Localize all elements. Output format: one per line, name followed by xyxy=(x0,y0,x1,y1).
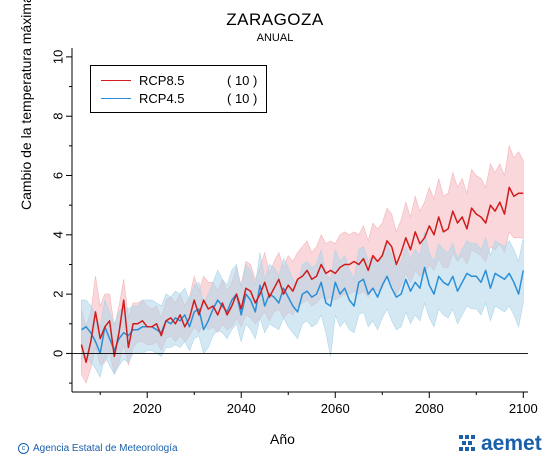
y-axis-label: Cambio de la temperatura máxima (ºC) xyxy=(18,0,34,210)
y-tick-label: 6 xyxy=(51,172,66,179)
x-axis-label: Año xyxy=(270,431,295,447)
copyright-icon: c xyxy=(18,443,29,454)
credit-label: Agencia Estatal de Meteorología xyxy=(33,443,178,454)
legend: RCP8.5 ( 10 ) RCP4.5 ( 10 ) xyxy=(90,65,267,113)
credit-text: c Agencia Estatal de Meteorología xyxy=(18,443,178,454)
x-tick-label: 2040 xyxy=(227,401,256,416)
legend-item-rcp45: RCP4.5 ( 10 ) xyxy=(91,90,266,108)
y-tick-label: 4 xyxy=(51,231,66,238)
series-line-rcp45 xyxy=(81,266,525,355)
y-tick-label: 0 xyxy=(51,350,66,357)
x-tick-label: 2020 xyxy=(133,401,162,416)
legend-count: ( 10 ) xyxy=(227,91,258,106)
band-rcp45 xyxy=(81,231,524,379)
x-tick-label: 2100 xyxy=(509,401,538,416)
legend-swatch-rcp45 xyxy=(101,98,131,99)
y-tick-label: 10 xyxy=(51,50,66,64)
legend-item-rcp85: RCP8.5 ( 10 ) xyxy=(91,72,266,90)
aemet-logo: aemet xyxy=(458,432,542,455)
y-tick-label: 8 xyxy=(51,113,66,120)
series-line-rcp85 xyxy=(80,186,524,364)
legend-label: RCP4.5 xyxy=(139,91,185,106)
legend-swatch-rcp85 xyxy=(101,80,131,81)
legend-label: RCP8.5 xyxy=(139,73,185,88)
x-tick-label: 2060 xyxy=(321,401,350,416)
chart-subtitle: ANUAL xyxy=(256,32,294,44)
legend-count: ( 10 ) xyxy=(227,73,258,88)
y-tick-label: 2 xyxy=(51,290,66,297)
x-tick-label: 2080 xyxy=(415,401,444,416)
aemet-logo-icon xyxy=(459,435,475,451)
brand-label: aemet xyxy=(481,432,542,455)
chart-title: ZARAGOZA xyxy=(226,10,324,29)
